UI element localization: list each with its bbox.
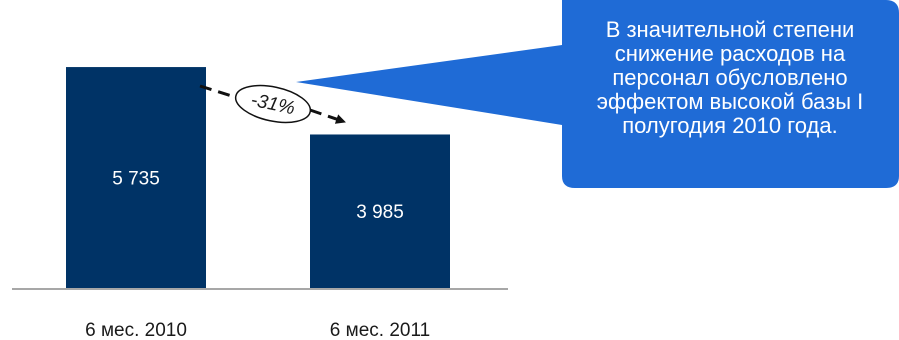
bar-6m-2011 bbox=[310, 134, 450, 288]
change-ellipse bbox=[234, 84, 312, 124]
category-label-6m-2011: 6 мес. 2011 bbox=[330, 320, 430, 340]
value-label-6m-2010: 5 735 bbox=[112, 169, 160, 190]
category-label-6m-2010: 6 мес. 2010 bbox=[85, 320, 187, 340]
callout-bubble bbox=[296, 0, 899, 188]
bar-6m-2010 bbox=[66, 67, 206, 288]
value-label-6m-2011: 3 985 bbox=[356, 202, 404, 223]
callout-text: В значительной степени снижение расходов… bbox=[596, 17, 864, 138]
change-arrow bbox=[199, 84, 345, 122]
